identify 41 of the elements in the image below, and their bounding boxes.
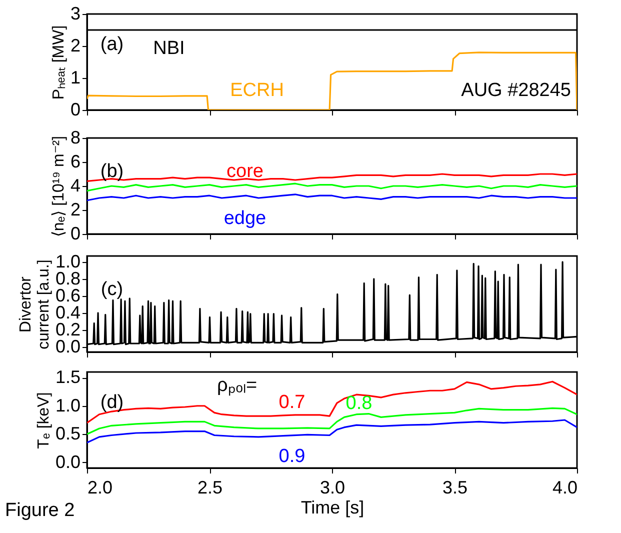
x-tick-label: 3.5: [442, 478, 468, 498]
series-label: 0.8: [346, 393, 372, 414]
x-tick-label: 4.0: [552, 478, 578, 498]
x-tick-label: 2.0: [88, 478, 113, 498]
series-label: NBI: [153, 38, 185, 59]
y-tick-label: 6: [70, 152, 80, 172]
x-tick-label: 3.0: [320, 478, 346, 498]
line-series: [87, 182, 577, 192]
series-label: edge: [224, 208, 266, 229]
series-label: 0.7: [278, 392, 306, 413]
y-tick-label: 3: [70, 4, 80, 24]
x-tick-label: 2.5: [197, 478, 223, 498]
y-axis-title: Pₕₑₐₜ [MW]: [50, 25, 68, 100]
series-label: ECRH: [230, 80, 284, 101]
y-axis-title: Tₑ [keV]: [35, 392, 52, 449]
line-series: [87, 419, 577, 444]
x-axis-title: Time [s]: [300, 498, 364, 518]
y-axis-title: Divertor current [a.u.]: [17, 260, 52, 350]
y-tick-label: 0: [70, 100, 80, 120]
y-tick-label: 1.5: [55, 367, 80, 388]
y-tick-label: 2: [70, 200, 80, 220]
annotation: (a): [100, 34, 124, 55]
annotation: (c): [100, 279, 124, 300]
series-label: core: [226, 161, 264, 182]
y-tick-label: 0.5: [55, 424, 80, 444]
annotation: (b): [100, 161, 124, 182]
annotation: AUG #28245: [461, 80, 571, 101]
line-series: [87, 194, 577, 202]
annotation: ρₚₒₗ=: [216, 375, 258, 396]
line-series: [87, 380, 577, 424]
y-tick-label: 0: [70, 224, 80, 244]
y-tick-label: 1: [70, 68, 80, 88]
y-tick-label: 8: [70, 128, 80, 148]
y-axis-title: ⟨nₑ⟩ [10¹⁹ m⁻²]: [50, 136, 68, 238]
caption: Figure 2: [5, 500, 75, 521]
y-tick-label: 4: [70, 176, 80, 196]
series-label: 0.9: [278, 446, 306, 467]
annotation: (d): [100, 392, 124, 413]
y-tick-label: 0.0: [55, 452, 80, 472]
y-tick-label: 2: [70, 36, 80, 56]
y-tick-label: 1.0: [55, 395, 80, 416]
